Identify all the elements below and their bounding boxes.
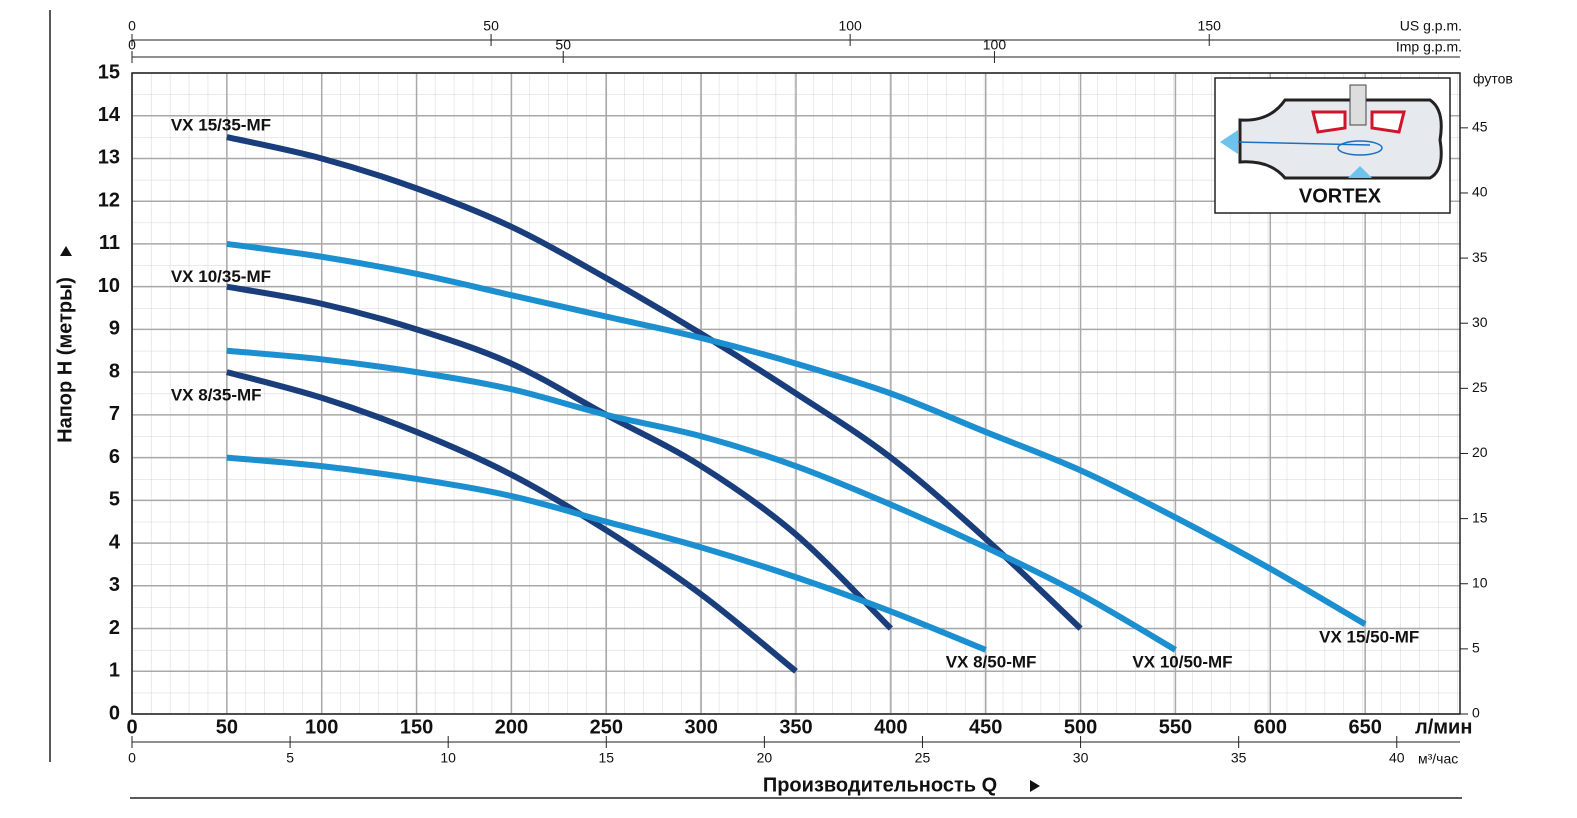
x-tick-label: 500 <box>1064 716 1097 738</box>
x-tick-label: 600 <box>1254 716 1287 738</box>
inset-label: VORTEX <box>1299 185 1382 207</box>
x_top_imp-tick-label: 50 <box>555 37 571 53</box>
x-arrow <box>1030 780 1040 792</box>
x-tick-label: 150 <box>400 716 433 738</box>
x-tick-label: 300 <box>684 716 717 738</box>
x_top_us-tick-label: 0 <box>128 18 136 34</box>
x_bottom_m3-tick-label: 5 <box>286 750 294 766</box>
x_bottom_m3-tick-label: 35 <box>1231 750 1247 766</box>
x_bottom_m3-tick-label: 15 <box>598 750 614 766</box>
x_top_us-tick-label: 50 <box>483 18 499 34</box>
curve <box>226 283 893 631</box>
x-tick-label: 450 <box>969 716 1002 738</box>
y-tick-label: 1 <box>109 660 120 682</box>
y-tick-label: 0 <box>109 702 120 724</box>
y2-tick-label: 35 <box>1472 249 1488 265</box>
x_top_imp-tick-label: 0 <box>128 37 136 53</box>
y2-tick-label: 0 <box>1472 705 1480 721</box>
plot-frame <box>131 72 1461 715</box>
x-tick-label: 400 <box>874 716 907 738</box>
curve <box>226 454 987 653</box>
x-tick-label: 0 <box>126 716 137 738</box>
y-tick-label: 3 <box>109 574 120 596</box>
x-tick-label: 250 <box>590 716 623 738</box>
curve <box>226 134 1083 631</box>
y-tick-label: 13 <box>98 147 120 169</box>
series-label: VX 8/35-MF <box>171 386 262 405</box>
x_bottom_m3-tick-label: 25 <box>915 750 931 766</box>
y-tick-label: 12 <box>98 189 120 211</box>
y-tick-label: 5 <box>109 489 120 511</box>
x-tick-label: 550 <box>1159 716 1192 738</box>
x-tick-label: 50 <box>216 716 238 738</box>
y-tick-label: 2 <box>109 617 120 639</box>
x_top_imp-tick-label: 100 <box>983 37 1007 53</box>
vortex-inset: VORTEX <box>1214 77 1451 214</box>
y2-tick-label: 25 <box>1472 379 1488 395</box>
x_bottom_m3-tick-label: 0 <box>128 750 136 766</box>
y-tick-label: 11 <box>99 232 120 254</box>
top-imp-label: Imp g.p.m. <box>1396 39 1462 55</box>
y2-tick-label: 20 <box>1472 444 1488 460</box>
x-tick-label: 100 <box>305 716 338 738</box>
y-tick-label: 4 <box>109 531 121 553</box>
curve <box>226 240 1367 627</box>
x-tick-label: 350 <box>779 716 812 738</box>
x_bottom_m3-tick-label: 40 <box>1389 750 1405 766</box>
x-axis-label: Производительность Q <box>763 774 997 796</box>
y-tick-label: 6 <box>109 446 120 468</box>
curve <box>226 369 798 674</box>
y-axis-label: Напор Н (метры) <box>54 277 76 443</box>
y2-tick-label: 15 <box>1472 509 1488 525</box>
y2-tick-label: 45 <box>1472 119 1488 135</box>
y2-tick-label: 30 <box>1472 314 1488 330</box>
x-unit: л/мин <box>1415 716 1472 738</box>
y2-axis-label: футов <box>1473 71 1513 87</box>
series-label: VX 15/35-MF <box>171 116 271 135</box>
x_bottom_m3-tick-label: 10 <box>440 750 456 766</box>
y2-tick-label: 5 <box>1472 640 1480 656</box>
y-tick-label: 7 <box>109 403 120 425</box>
series-label: VX 8/50-MF <box>946 652 1037 671</box>
series-label: VX 10/50-MF <box>1132 652 1232 671</box>
series-label: VX 15/50-MF <box>1319 628 1419 647</box>
x_top_us-tick-label: 150 <box>1198 18 1222 34</box>
series-label: VX 10/35-MF <box>171 267 271 286</box>
x-tick-label: 650 <box>1348 716 1381 738</box>
y-arrow <box>60 246 72 256</box>
y-tick-label: 14 <box>98 104 121 126</box>
x_bottom_m3-tick-label: 20 <box>757 750 773 766</box>
x_bottom_m3-tick-label: 30 <box>1073 750 1089 766</box>
x_top_us-tick-label: 100 <box>838 18 862 34</box>
bottom-m3-label: м³/час <box>1418 751 1458 767</box>
y-tick-label: 8 <box>109 360 120 382</box>
curve <box>226 347 1177 653</box>
y2-tick-label: 10 <box>1472 574 1488 590</box>
top-us-label: US g.p.m. <box>1400 18 1462 34</box>
x-tick-label: 200 <box>495 716 528 738</box>
y-tick-label: 15 <box>98 61 120 83</box>
y2-tick-label: 40 <box>1472 184 1488 200</box>
y-tick-label: 9 <box>109 318 120 340</box>
y-tick-label: 10 <box>98 275 120 297</box>
